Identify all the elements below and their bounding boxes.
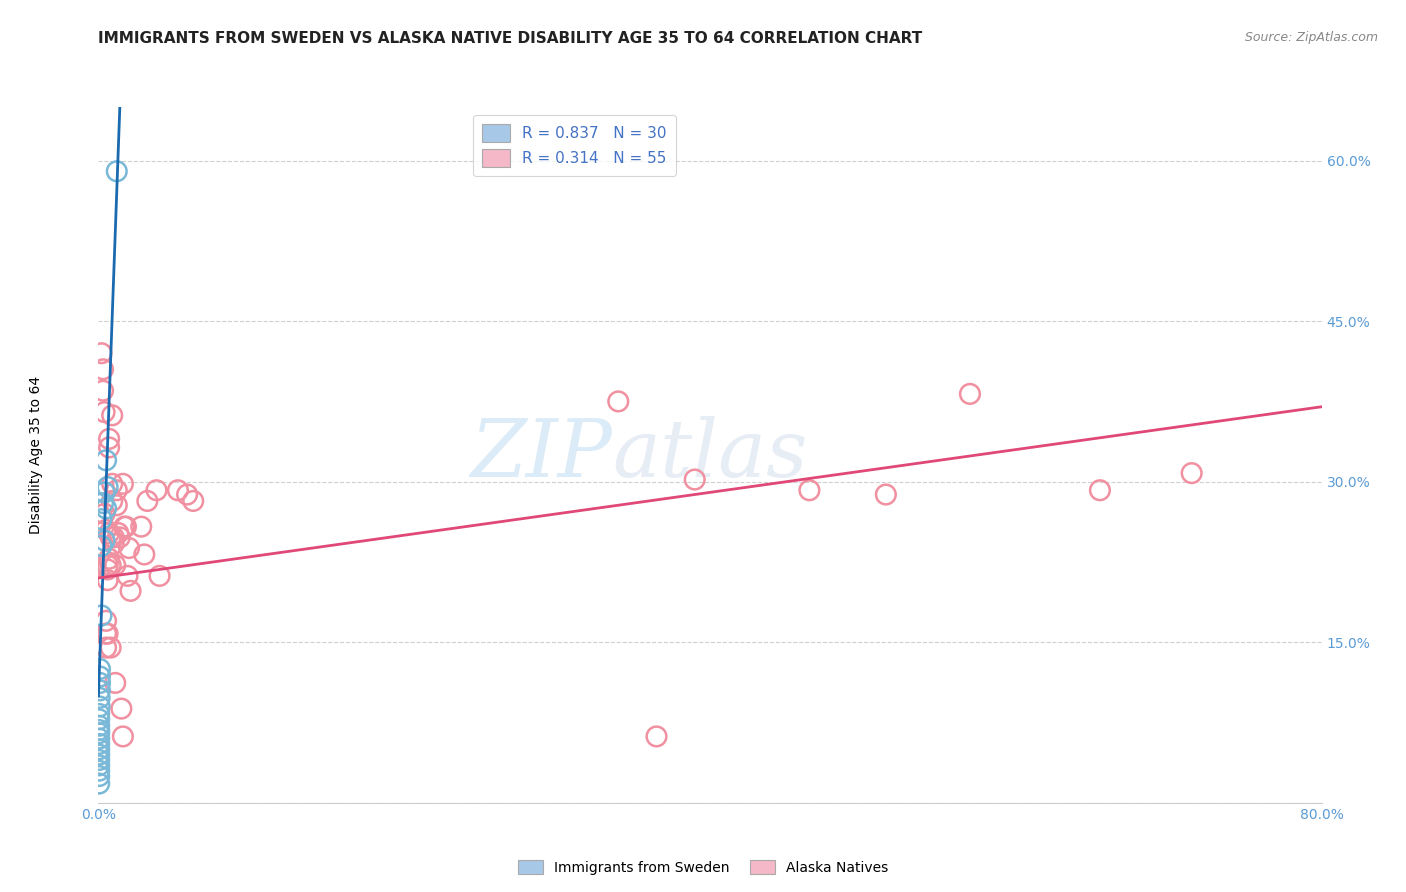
Text: ZIP: ZIP [471,417,612,493]
Point [89,737,111,751]
Point [167,483,190,498]
Point [111,476,134,491]
Point [89,683,111,698]
Point [111,730,134,744]
Point [101,476,124,491]
Point [97,480,120,494]
Point [1088,483,1111,498]
Point [90,539,112,553]
Point [101,494,124,508]
Point [93,485,115,500]
Text: Source: ZipAtlas.com: Source: ZipAtlas.com [1244,31,1378,45]
Point [90,608,112,623]
Point [89,719,111,733]
Point [100,530,122,544]
Point [94,626,117,640]
Point [115,519,138,533]
Point [98,441,121,455]
Point [89,764,111,778]
Point [98,526,121,541]
Point [94,523,117,537]
Point [117,569,139,583]
Point [105,483,128,498]
Point [98,551,121,566]
Point [89,726,111,740]
Point [90,512,112,526]
Point [105,498,128,512]
Point [89,769,111,783]
Point [89,706,111,721]
Point [1181,466,1204,480]
Point [149,569,172,583]
Point [107,526,129,541]
Point [94,640,117,655]
Point [89,731,111,746]
Point [89,742,111,756]
Point [97,573,120,587]
Point [94,453,117,467]
Point [89,723,111,737]
Point [145,483,167,498]
Point [93,533,115,548]
Point [645,730,668,744]
Point [103,530,125,544]
Point [97,626,120,640]
Point [91,496,114,510]
Point [89,690,111,705]
Point [94,501,117,516]
Point [89,699,111,714]
Point [799,483,821,498]
Point [91,362,114,376]
Point [90,346,112,360]
Point [104,558,127,573]
Y-axis label: Disability Age 35 to 64: Disability Age 35 to 64 [30,376,42,534]
Point [101,409,124,423]
Point [100,640,122,655]
Point [108,530,131,544]
Text: atlas: atlas [612,417,807,493]
Point [89,776,111,790]
Point [93,405,115,419]
Legend: R = 0.837   N = 30, R = 0.314   N = 55: R = 0.837 N = 30, R = 0.314 N = 55 [472,115,675,177]
Point [607,394,630,409]
Point [120,583,142,598]
Point [134,548,156,562]
Point [176,487,198,501]
Point [97,562,120,576]
Point [129,519,152,533]
Point [97,558,120,573]
Point [98,432,121,446]
Point [89,712,111,726]
Point [104,676,127,690]
Point [89,747,111,762]
Point [91,384,114,398]
Point [105,164,128,178]
Point [93,507,115,521]
Point [118,541,141,555]
Point [875,487,897,501]
Point [136,494,159,508]
Point [110,701,132,715]
Point [103,537,125,551]
Point [89,669,111,683]
Point [89,753,111,767]
Point [112,519,135,533]
Point [181,494,204,508]
Point [89,662,111,676]
Point [100,558,122,573]
Point [94,614,117,628]
Point [959,387,981,401]
Point [89,758,111,772]
Point [89,676,111,690]
Text: IMMIGRANTS FROM SWEDEN VS ALASKA NATIVE DISABILITY AGE 35 TO 64 CORRELATION CHAR: IMMIGRANTS FROM SWEDEN VS ALASKA NATIVE … [98,31,922,46]
Legend: Immigrants from Sweden, Alaska Natives: Immigrants from Sweden, Alaska Natives [512,855,894,880]
Point [683,473,706,487]
